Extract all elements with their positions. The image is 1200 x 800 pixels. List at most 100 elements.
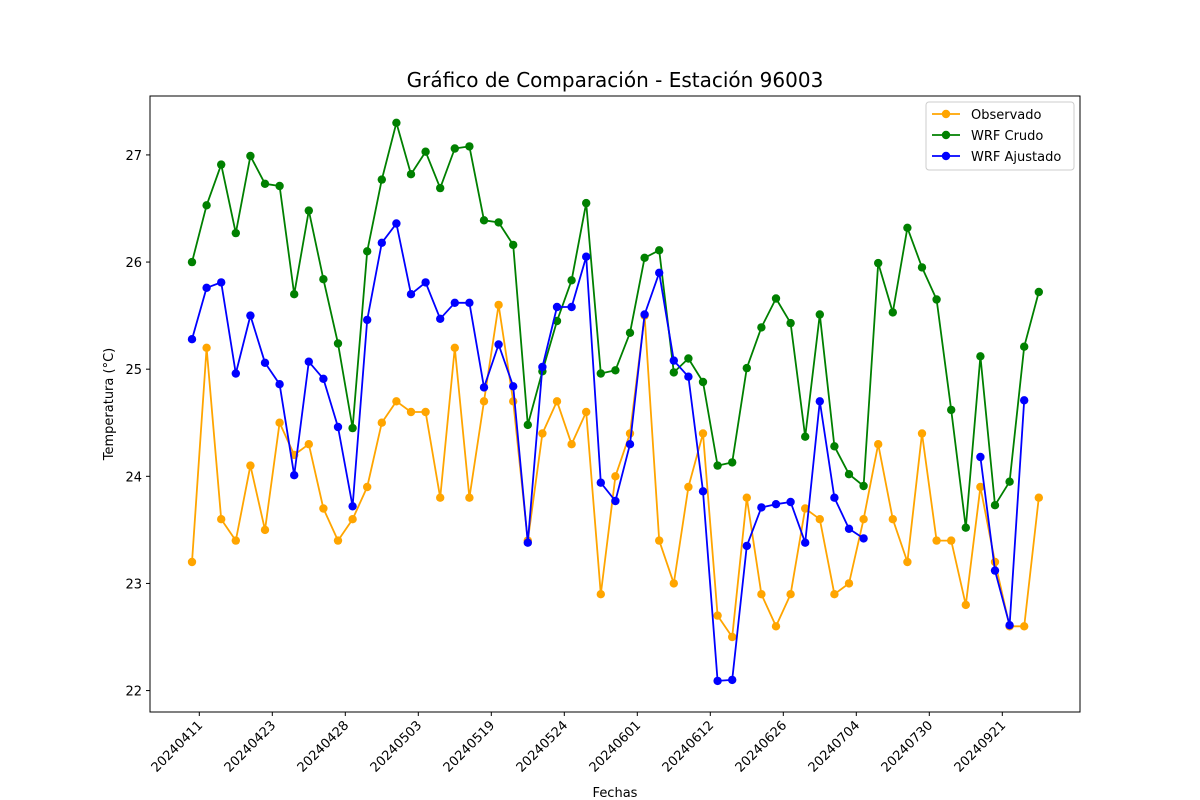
data-point <box>640 310 649 319</box>
data-point <box>231 228 240 238</box>
data-point <box>304 206 313 215</box>
data-point <box>698 377 708 387</box>
y-tick-label: 24 <box>125 470 142 485</box>
data-point <box>392 397 401 406</box>
data-point <box>611 496 620 506</box>
data-point <box>377 175 386 184</box>
data-point <box>917 429 927 438</box>
data-point <box>392 219 401 228</box>
data-point <box>976 452 985 462</box>
data-point <box>494 300 503 310</box>
chart-title: Gráfico de Comparación - Estación 96003 <box>407 68 824 92</box>
legend-marker <box>941 130 951 140</box>
data-point <box>392 118 401 128</box>
data-point <box>319 275 328 284</box>
series-0 <box>187 300 1044 642</box>
data-point <box>450 144 459 153</box>
data-point <box>625 328 635 337</box>
data-point <box>465 298 474 307</box>
data-point <box>611 472 620 481</box>
data-point <box>786 590 795 599</box>
data-point <box>888 308 897 317</box>
data-point <box>830 493 839 502</box>
data-point <box>815 310 824 319</box>
data-point <box>844 579 854 588</box>
y-tick-label: 26 <box>125 256 142 271</box>
data-point <box>830 590 839 599</box>
data-point <box>582 198 591 208</box>
data-point <box>509 397 518 406</box>
data-point <box>567 276 576 285</box>
data-point <box>742 493 751 502</box>
data-point <box>436 493 445 502</box>
data-point <box>655 268 664 277</box>
data-point <box>465 142 474 151</box>
y-axis: 22 23 24 25 26 27 <box>125 149 150 700</box>
data-point <box>363 482 372 492</box>
data-point <box>844 470 854 479</box>
data-point <box>304 440 313 449</box>
data-point <box>217 160 226 169</box>
data-point <box>202 283 211 292</box>
data-point <box>596 478 605 487</box>
data-point <box>363 315 372 325</box>
data-point <box>246 311 255 320</box>
data-point <box>494 218 503 227</box>
legend-label: WRF Ajustado <box>971 150 1061 165</box>
data-point <box>187 257 197 267</box>
data-point <box>903 223 912 232</box>
data-point <box>684 482 693 492</box>
legend: Observado WRF Crudo WRF Ajustado <box>925 101 1075 171</box>
data-point <box>713 611 722 620</box>
data-point <box>319 374 328 383</box>
data-point <box>801 432 810 441</box>
y-tick-label: 23 <box>125 577 142 592</box>
data-point <box>304 357 313 366</box>
data-point <box>611 366 620 375</box>
data-point <box>596 590 605 599</box>
data-point <box>479 216 489 225</box>
data-point <box>202 201 211 210</box>
y-axis-title: Temperatura (°C) <box>102 348 117 461</box>
data-point <box>275 380 284 389</box>
data-point <box>947 536 956 545</box>
data-point <box>844 524 854 533</box>
data-point <box>655 536 664 545</box>
data-point <box>859 534 868 543</box>
data-point <box>260 179 270 188</box>
legend-marker <box>941 109 951 119</box>
data-point <box>406 290 416 299</box>
data-point <box>523 420 532 430</box>
data-point <box>961 600 970 610</box>
data-point <box>815 397 824 406</box>
data-point <box>684 354 693 363</box>
data-point <box>202 343 211 352</box>
data-point <box>1005 477 1014 486</box>
data-point <box>231 536 240 545</box>
data-point <box>757 503 766 512</box>
data-point <box>275 181 284 191</box>
data-point <box>684 372 693 381</box>
data-point <box>479 397 489 406</box>
data-point <box>728 632 737 642</box>
data-point <box>1034 493 1044 502</box>
data-point <box>1019 342 1029 351</box>
data-point <box>990 566 1000 575</box>
data-point <box>625 440 635 449</box>
y-tick-label: 27 <box>125 149 142 164</box>
y-tick-label: 25 <box>125 363 142 378</box>
data-point <box>494 340 503 349</box>
data-point <box>231 369 240 378</box>
data-point <box>421 278 430 287</box>
series-line <box>979 400 1026 627</box>
data-point <box>187 557 197 567</box>
data-point <box>801 504 810 513</box>
data-point <box>246 151 255 161</box>
data-point <box>640 253 649 262</box>
data-point <box>815 515 824 524</box>
data-point <box>421 147 430 156</box>
y-tick-label: 22 <box>125 685 142 700</box>
data-point <box>830 442 839 451</box>
data-point <box>363 247 372 256</box>
